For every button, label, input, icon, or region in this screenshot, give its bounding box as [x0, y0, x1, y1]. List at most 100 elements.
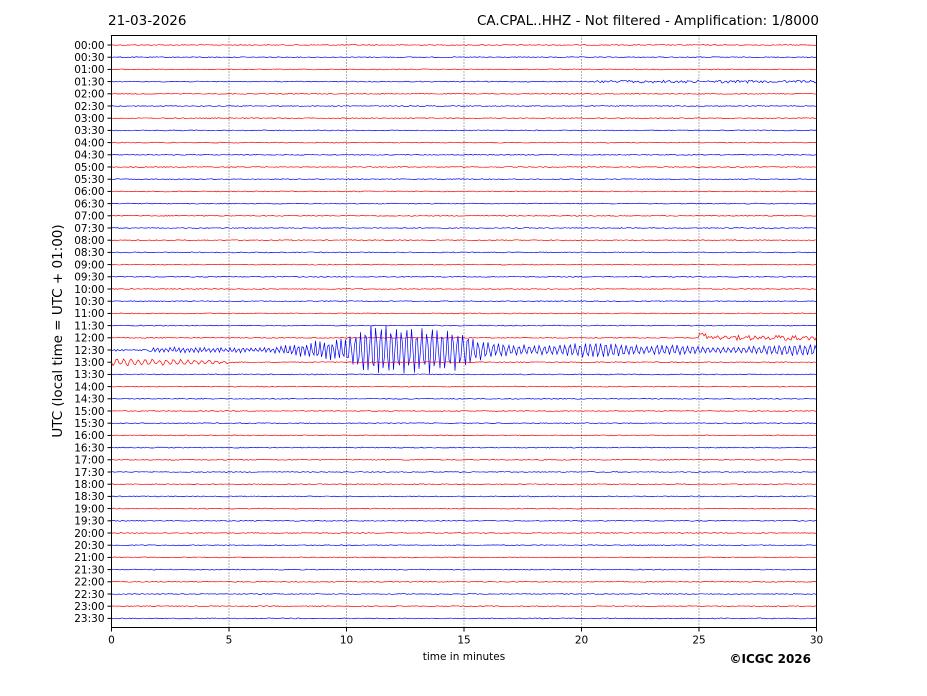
trace-03:30 — [111, 129, 817, 132]
row-label-10:30: 10:30 — [74, 296, 104, 308]
row-label-22:30: 22:30 — [74, 589, 104, 601]
trace-23:30 — [111, 617, 817, 620]
trace-00:00 — [111, 44, 817, 46]
x-tick-label-25: 25 — [692, 635, 705, 647]
row-labels: 00:0000:3001:0001:3002:0002:3003:0003:30… — [74, 40, 112, 625]
row-label-12:30: 12:30 — [74, 345, 104, 357]
row-label-07:00: 07:00 — [74, 211, 104, 223]
row-label-23:00: 23:00 — [74, 601, 104, 613]
x-axis-ticks: 0 5 10 15 20 25 30 — [108, 627, 823, 647]
trace-05:00 — [111, 166, 817, 168]
row-label-21:00: 21:00 — [74, 552, 104, 564]
row-label-02:30: 02:30 — [74, 101, 104, 113]
row-label-11:30: 11:30 — [74, 320, 104, 332]
row-label-02:00: 02:00 — [74, 89, 104, 101]
row-label-15:30: 15:30 — [74, 418, 104, 430]
trace-17:00 — [111, 458, 817, 461]
row-label-04:00: 04:00 — [74, 137, 104, 149]
trace-15:00 — [111, 410, 817, 412]
trace-14:00 — [111, 385, 817, 388]
row-label-00:00: 00:00 — [74, 40, 104, 52]
row-label-15:00: 15:00 — [74, 406, 104, 418]
trace-08:30 — [111, 251, 817, 254]
row-label-22:00: 22:00 — [74, 577, 104, 589]
row-label-16:30: 16:30 — [74, 442, 104, 454]
row-label-19:30: 19:30 — [74, 516, 104, 528]
row-label-18:30: 18:30 — [74, 491, 104, 503]
trace-03:00 — [111, 117, 817, 120]
y-axis-label: UTC (local time = UTC + 01:00) — [50, 224, 66, 437]
trace-21:00 — [111, 556, 817, 559]
trace-12:30 — [111, 325, 817, 374]
row-label-03:30: 03:30 — [74, 125, 104, 137]
row-label-01:00: 01:00 — [74, 64, 104, 76]
row-label-18:00: 18:00 — [74, 479, 104, 491]
trace-11:00 — [111, 312, 817, 315]
trace-14:30 — [111, 397, 817, 400]
row-label-09:30: 09:30 — [74, 272, 104, 284]
trace-13:30 — [111, 373, 817, 376]
trace-15:30 — [111, 422, 817, 425]
row-label-01:30: 01:30 — [74, 76, 104, 88]
trace-06:00 — [111, 190, 817, 193]
trace-22:30 — [111, 593, 817, 595]
row-label-14:00: 14:00 — [74, 381, 104, 393]
row-label-05:00: 05:00 — [74, 162, 104, 174]
trace-00:30 — [111, 56, 817, 59]
trace-18:30 — [111, 495, 817, 498]
trace-10:30 — [111, 300, 817, 303]
x-tick-label-10: 10 — [340, 635, 353, 647]
trace-10:00 — [111, 288, 817, 290]
row-label-11:00: 11:00 — [74, 308, 104, 320]
x-tick-label-0: 0 — [108, 635, 115, 647]
trace-02:00 — [111, 92, 817, 95]
row-label-17:00: 17:00 — [74, 455, 104, 467]
trace-16:00 — [111, 434, 817, 437]
row-label-21:30: 21:30 — [74, 564, 104, 576]
row-label-13:00: 13:00 — [74, 357, 104, 369]
copyright-label: ©ICGC 2026 — [729, 652, 811, 666]
row-label-08:00: 08:00 — [74, 235, 104, 247]
row-label-17:30: 17:30 — [74, 467, 104, 479]
trace-18:00 — [111, 483, 817, 486]
trace-layer — [111, 44, 817, 620]
trace-08:00 — [111, 239, 817, 242]
row-label-19:00: 19:00 — [74, 503, 104, 515]
trace-01:30 — [111, 79, 817, 84]
row-label-04:30: 04:30 — [74, 150, 104, 162]
row-label-03:00: 03:00 — [74, 113, 104, 125]
row-label-16:00: 16:00 — [74, 430, 104, 442]
trace-04:00 — [111, 141, 817, 144]
trace-21:30 — [111, 568, 817, 571]
chart-title: CA.CPAL..HHZ - Not filtered - Amplificat… — [477, 13, 819, 29]
trace-20:30 — [111, 544, 817, 547]
trace-12:00 — [111, 332, 817, 342]
row-label-12:00: 12:00 — [74, 333, 104, 345]
row-label-09:00: 09:00 — [74, 259, 104, 271]
trace-09:30 — [111, 275, 817, 278]
trace-17:30 — [111, 471, 817, 473]
trace-05:30 — [111, 178, 817, 181]
x-tick-label-5: 5 — [226, 635, 233, 647]
row-label-08:30: 08:30 — [74, 247, 104, 259]
trace-20:00 — [111, 532, 817, 534]
row-label-10:00: 10:00 — [74, 284, 104, 296]
row-label-20:00: 20:00 — [74, 528, 104, 540]
row-label-13:30: 13:30 — [74, 369, 104, 381]
row-label-23:30: 23:30 — [74, 613, 104, 625]
row-label-20:30: 20:30 — [74, 540, 104, 552]
trace-11:30 — [111, 324, 817, 327]
trace-23:00 — [111, 605, 817, 608]
trace-22:00 — [111, 580, 817, 583]
chart-date: 21-03-2026 — [108, 13, 186, 29]
trace-01:00 — [111, 68, 817, 71]
row-label-14:30: 14:30 — [74, 394, 104, 406]
x-tick-label-30: 30 — [810, 635, 823, 647]
trace-07:30 — [111, 227, 817, 229]
row-label-07:30: 07:30 — [74, 223, 104, 235]
x-tick-label-20: 20 — [575, 635, 588, 647]
x-axis-label: time in minutes — [423, 651, 505, 663]
row-label-06:00: 06:00 — [74, 186, 104, 198]
trace-02:30 — [111, 105, 817, 107]
trace-19:30 — [111, 519, 817, 522]
